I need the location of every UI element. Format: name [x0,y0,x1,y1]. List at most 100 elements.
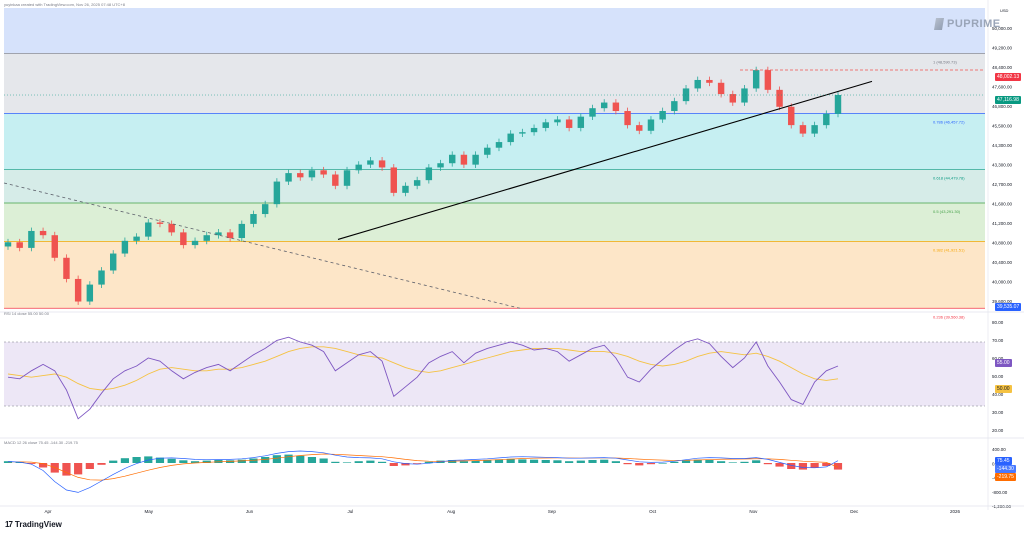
fib-levels: 1 (48,590.73) 0.786 (46,457.72) 0.618 (44,… [4,53,985,319]
candle-body [507,133,514,143]
macd-hist-bar [635,463,644,466]
candle-body [425,167,433,181]
time-tick: Apr [44,509,52,514]
candle-body [788,106,795,126]
candle-body [811,125,818,134]
candle-body [145,222,152,237]
candle-body [180,232,187,246]
macd-hist-bar [775,463,784,467]
macd-hist-bar [541,460,550,463]
rsi-value-badge: 55.00 [995,359,1012,367]
candle-body [261,204,269,215]
rsi-tick: 70.00 [992,338,1004,343]
rsi-tick: 80.00 [992,320,1004,325]
time-tick: Aug [447,509,456,514]
candle-body [495,142,503,148]
resistance-price-badge: 48,002.13 [995,73,1022,81]
candle-body [308,170,316,178]
fib-zone [4,113,985,170]
macd-hist-bar [471,460,480,463]
macd-line [7,450,839,493]
rsi-band [4,342,985,406]
candle-body [63,257,70,279]
candle-body [834,95,842,114]
macd-hist-bar [38,463,48,468]
time-tick: Oct [649,509,657,514]
macd-hist-bar [401,463,410,466]
macd-tick: -1,200.00 [992,504,1012,509]
price-tick: 50,000.00 [992,26,1013,31]
candle-body [484,147,491,155]
candle-body [823,113,830,126]
macd-hist-bar [529,459,539,463]
time-tick: Jul [347,509,353,514]
fib-label: 1 (48,590.73) [933,59,957,64]
candle-body [109,253,117,271]
macd-hist-bar [132,457,141,463]
currency-label: USD [1000,8,1009,13]
candle-body [437,163,444,168]
fib-label: 0.382 (41,921.51) [933,248,965,253]
candle-body [4,242,12,247]
candle-body [694,79,701,89]
fib-zone [4,241,985,309]
rsi-line [7,336,839,420]
price-tick: 45,500.00 [992,124,1013,129]
price-tick: 40,000.00 [992,280,1013,285]
time-tick: Sep [548,509,557,514]
chart-header-info: yuyinkaa created with TradingView.com, N… [4,2,125,7]
candle-body [741,88,748,103]
macd-hist-bar [284,454,293,463]
fib-zone-top [4,8,985,54]
macd-line-badge: 75.45 [995,457,1012,465]
candle-body [215,232,222,236]
fib-label: 0.5 (43,291.30) [933,209,961,214]
candle-body [74,278,82,302]
time-tick: 2026 [950,509,961,514]
candle-body [519,132,526,134]
price-tick: 42,700.00 [992,182,1013,187]
macd-hist-bar [658,463,667,464]
macd-hist-bar [342,462,352,463]
candle-body [367,160,374,165]
macd-hist-bar [190,461,200,463]
time-tick: Nov [749,509,758,514]
macd-hist-bar [494,459,504,463]
macd-hist-bar [319,458,328,463]
candle-body [612,102,620,112]
macd-hist-bar [62,463,71,476]
macd-hist-bar [553,460,562,463]
macd-hist-bar [202,460,211,463]
macd-signal-badge: -144.30 [995,465,1016,473]
candle-body [554,119,561,123]
fib-label: 0.236 (39,560.38) [933,314,965,319]
macd-hist-bar [366,460,375,463]
candle-body [133,236,140,241]
candle-body [86,284,94,302]
price-tick: 49,200.00 [992,46,1013,51]
price-axis: USD 50,000.00 49,200.00 48,400.00 47,600.00 4… [987,0,1013,510]
macd-hist-bar [787,463,796,469]
candle-body [16,242,23,248]
macd-hist-bar [810,463,819,468]
macd-hist-bar [600,459,609,463]
macd-hist-bar [354,461,363,463]
macd-hist-bar [74,463,83,475]
rsi-mid-badge: 50.00 [995,385,1012,393]
candle-body [51,235,58,258]
candle-body [226,232,234,239]
time-tick: Dec [850,509,859,514]
candle-body [39,230,47,236]
candle-body [203,235,210,241]
price-tick: 44,300.00 [992,143,1013,148]
candle-body [577,116,585,128]
candle-body [589,108,596,117]
candle-body [799,125,807,134]
macd-hist-bar [272,455,281,463]
candle-body [460,154,468,165]
candle-body [682,88,690,102]
macd-hist-bar [459,461,469,463]
rsi-tick: 50.00 [992,374,1004,379]
macd-hist-bar [389,463,398,466]
